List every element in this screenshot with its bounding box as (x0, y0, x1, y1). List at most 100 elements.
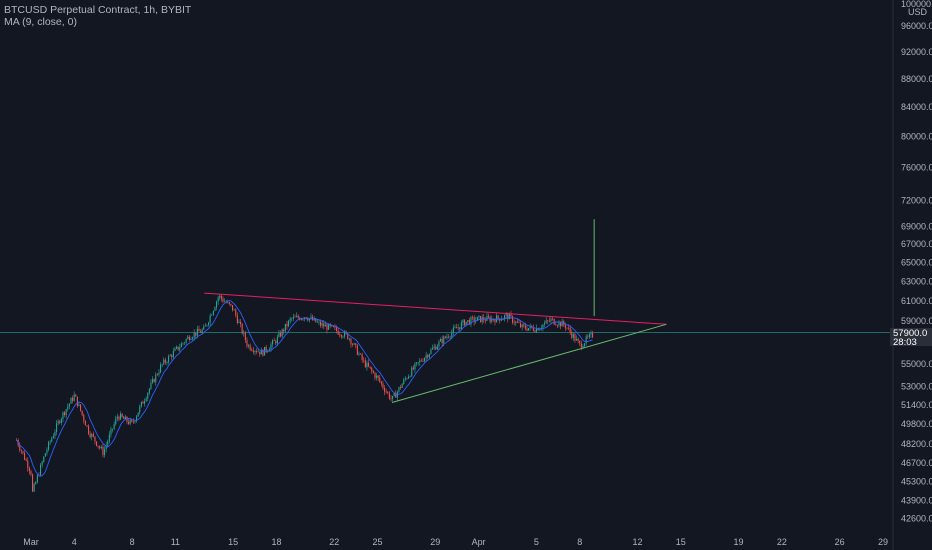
candle-body (553, 318, 555, 325)
candle-body (443, 336, 445, 344)
candle-body (179, 347, 181, 350)
candle-body (571, 332, 573, 338)
candle-body (131, 419, 133, 422)
candle-body (172, 350, 174, 358)
candle-body (372, 370, 374, 373)
candle-body (134, 421, 136, 422)
x-tick-label: 22 (777, 537, 787, 547)
candle-body (331, 325, 333, 327)
candle-body (118, 416, 120, 420)
candle-body (257, 351, 259, 353)
candle-body (35, 482, 37, 485)
candle-body (182, 343, 184, 344)
candle-body (284, 323, 286, 332)
candle-body (401, 383, 403, 388)
candle-body (489, 317, 491, 322)
candle-body (32, 474, 34, 492)
candle-body (382, 383, 384, 388)
candle-body (502, 318, 504, 320)
candle-body (84, 420, 86, 426)
candle-body (558, 321, 560, 326)
candle-body (283, 329, 285, 332)
candle-body (116, 416, 118, 419)
candle-body (72, 398, 74, 401)
candle-body (550, 318, 552, 322)
candle-body (323, 323, 325, 327)
candle-body (59, 421, 61, 423)
candle-body (57, 421, 59, 424)
ma-indicator-label[interactable]: MA (9, close, 0) (4, 16, 77, 28)
candle-body (318, 321, 320, 323)
candle-body (147, 392, 149, 399)
candle-body (184, 342, 186, 344)
candle-body (360, 353, 362, 355)
y-tick-label: 49800.0 (901, 419, 932, 429)
candle-body (112, 428, 114, 430)
candle-body (438, 341, 440, 347)
candle-body (422, 361, 424, 362)
candle-body (523, 324, 525, 326)
candle-body (587, 336, 589, 338)
candle-body (240, 321, 242, 324)
candle-body (476, 316, 478, 321)
candle-body (307, 318, 309, 321)
candlesticks (16, 294, 594, 493)
candle-body (80, 404, 82, 411)
candle-body (366, 362, 368, 368)
candle-body (217, 297, 219, 302)
candle-body (582, 346, 584, 348)
candle-body (195, 332, 197, 336)
y-axis-currency-label: USD (908, 7, 928, 17)
candle-body (548, 320, 550, 322)
candle-body (328, 323, 330, 330)
candle-body (68, 403, 70, 407)
candle-body (406, 378, 408, 380)
candle-body (566, 327, 568, 329)
y-axis-top-label: 100000.0 (901, 0, 932, 9)
candle-body (273, 340, 275, 341)
candle-body (251, 349, 253, 351)
x-tick-label: 15 (228, 537, 238, 547)
candle-body (315, 318, 317, 323)
bar-countdown: 28:03 (893, 336, 917, 348)
candle-body (28, 468, 30, 472)
candle-body (288, 320, 290, 327)
candle-body (484, 320, 486, 321)
candle-body (473, 317, 475, 322)
candle-body (145, 398, 147, 401)
x-tick-label: 11 (171, 537, 180, 547)
x-tick-label: 18 (271, 537, 281, 547)
candle-body (256, 350, 258, 352)
candle-body (572, 334, 574, 338)
candle-body (22, 451, 24, 453)
x-tick-label: 12 (632, 537, 642, 547)
candle-body (347, 333, 349, 340)
candle-body (196, 328, 198, 336)
candle-body (132, 421, 134, 423)
candle-body (270, 344, 272, 350)
y-tick-label: 88000.0 (901, 74, 932, 84)
y-tick-label: 92000.0 (901, 47, 932, 57)
symbol-title[interactable]: BTCUSD Perpetual Contract, 1h, BYBIT (4, 4, 192, 16)
candle-body (385, 391, 387, 393)
candle-body (344, 331, 346, 337)
candle-body (355, 343, 357, 346)
candle-body (286, 323, 288, 327)
candle-body (430, 349, 432, 355)
y-tick-label: 46700.0 (901, 458, 932, 468)
candle-body (100, 446, 102, 448)
candle-body (113, 423, 115, 429)
candle-body (302, 318, 304, 320)
candle-body (462, 319, 464, 323)
y-tick-label: 84000.0 (901, 102, 932, 112)
moving-average-line (16, 300, 593, 477)
candle-body (472, 317, 474, 318)
candle-body (417, 362, 419, 363)
y-tick-label: 72000.0 (901, 195, 932, 205)
y-tick-label: 80000.0 (901, 132, 932, 142)
candle-body (449, 336, 451, 338)
x-tick-label: 29 (878, 537, 888, 547)
candle-body (590, 333, 592, 335)
y-tick-label: 53000.0 (901, 381, 932, 391)
